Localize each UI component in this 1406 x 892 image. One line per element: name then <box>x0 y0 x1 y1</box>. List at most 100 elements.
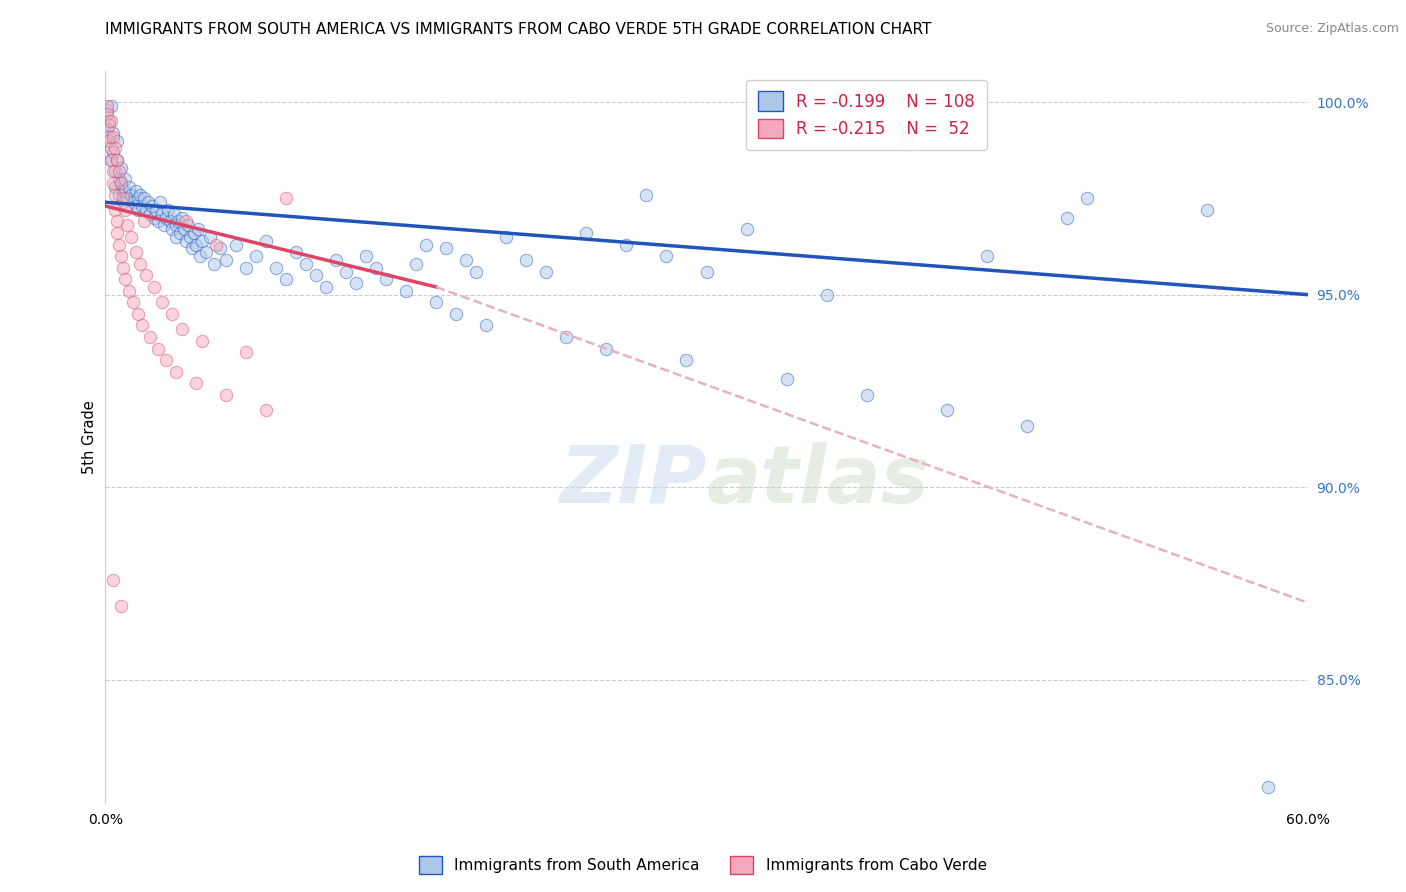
Point <box>194 245 217 260</box>
Point <box>475 318 498 333</box>
Point <box>165 219 187 233</box>
Point <box>103 145 125 160</box>
Point <box>127 307 149 321</box>
Point <box>264 260 287 275</box>
Point <box>112 260 135 275</box>
Point <box>122 295 145 310</box>
Point <box>112 184 135 198</box>
Point <box>180 242 202 256</box>
Point <box>145 202 167 217</box>
Point <box>188 249 211 263</box>
Point <box>107 214 129 228</box>
Point <box>936 403 959 417</box>
Point <box>108 237 131 252</box>
Point <box>156 202 179 217</box>
Point <box>107 226 129 240</box>
Point <box>152 219 174 233</box>
Point <box>354 249 377 263</box>
Point <box>127 191 149 205</box>
Point <box>128 187 150 202</box>
Point <box>190 334 212 348</box>
Point <box>295 257 318 271</box>
Point <box>254 234 277 248</box>
Point <box>454 252 477 267</box>
Point <box>110 161 132 175</box>
Point <box>315 280 337 294</box>
Point <box>98 114 121 128</box>
Point <box>96 103 118 117</box>
Point <box>136 195 159 210</box>
Point <box>174 234 197 248</box>
Point <box>214 388 236 402</box>
Point <box>148 195 170 210</box>
Point <box>190 234 212 248</box>
Point <box>131 199 153 213</box>
Point <box>117 191 139 205</box>
Point <box>103 573 125 587</box>
Point <box>100 153 122 167</box>
Point <box>107 153 129 167</box>
Point <box>96 99 118 113</box>
Point <box>896 134 918 148</box>
Point <box>655 249 678 263</box>
Point <box>112 195 135 210</box>
Point <box>135 202 157 217</box>
Point <box>176 219 198 233</box>
Point <box>132 191 155 205</box>
Point <box>274 191 297 205</box>
Point <box>98 134 121 148</box>
Point <box>103 164 125 178</box>
Point <box>114 184 136 198</box>
Point <box>96 122 118 136</box>
Point <box>142 211 165 225</box>
Point <box>159 214 181 228</box>
Point <box>636 187 658 202</box>
Point <box>776 372 799 386</box>
Text: ZIP: ZIP <box>560 442 707 520</box>
Point <box>184 237 207 252</box>
Point <box>1017 418 1039 433</box>
Point <box>104 202 127 217</box>
Point <box>1197 202 1219 217</box>
Point <box>425 295 447 310</box>
Point <box>155 353 177 368</box>
Point <box>344 276 367 290</box>
Point <box>395 284 418 298</box>
Point <box>110 249 132 263</box>
Point <box>465 264 488 278</box>
Point <box>515 252 537 267</box>
Point <box>103 176 125 190</box>
Point <box>616 237 638 252</box>
Point <box>104 164 127 178</box>
Point <box>364 260 387 275</box>
Point <box>100 141 122 155</box>
Point <box>107 153 129 167</box>
Point <box>104 179 127 194</box>
Point <box>128 257 150 271</box>
Point <box>103 126 125 140</box>
Point <box>131 318 153 333</box>
Point <box>184 376 207 391</box>
Point <box>1056 211 1078 225</box>
Point <box>179 230 201 244</box>
Point <box>107 134 129 148</box>
Point <box>165 365 187 379</box>
Point <box>112 191 135 205</box>
Point <box>235 345 257 359</box>
Point <box>98 129 121 144</box>
Point <box>254 403 277 417</box>
Point <box>98 118 121 132</box>
Point <box>104 141 127 155</box>
Point <box>100 99 122 113</box>
Point <box>204 237 226 252</box>
Point <box>160 222 183 236</box>
Point <box>118 284 141 298</box>
Point <box>114 272 136 286</box>
Point <box>100 114 122 128</box>
Point <box>174 214 197 228</box>
Point <box>187 222 209 236</box>
Point <box>108 164 131 178</box>
Point <box>735 222 758 236</box>
Point <box>495 230 517 244</box>
Point <box>169 226 191 240</box>
